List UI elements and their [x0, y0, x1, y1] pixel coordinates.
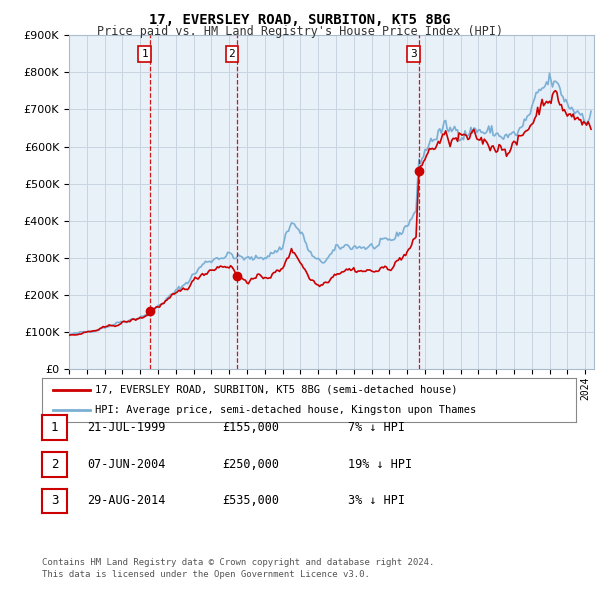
Text: 2: 2 [51, 458, 58, 471]
Text: 3% ↓ HPI: 3% ↓ HPI [348, 494, 405, 507]
Text: Contains HM Land Registry data © Crown copyright and database right 2024.: Contains HM Land Registry data © Crown c… [42, 558, 434, 567]
Text: 29-AUG-2014: 29-AUG-2014 [87, 494, 166, 507]
Text: 3: 3 [51, 494, 58, 507]
Text: Price paid vs. HM Land Registry's House Price Index (HPI): Price paid vs. HM Land Registry's House … [97, 25, 503, 38]
Text: £535,000: £535,000 [222, 494, 279, 507]
Text: 07-JUN-2004: 07-JUN-2004 [87, 458, 166, 471]
Text: 2: 2 [228, 49, 235, 59]
Text: 7% ↓ HPI: 7% ↓ HPI [348, 421, 405, 434]
Text: 17, EVERSLEY ROAD, SURBITON, KT5 8BG: 17, EVERSLEY ROAD, SURBITON, KT5 8BG [149, 13, 451, 27]
Text: This data is licensed under the Open Government Licence v3.0.: This data is licensed under the Open Gov… [42, 570, 370, 579]
Text: HPI: Average price, semi-detached house, Kingston upon Thames: HPI: Average price, semi-detached house,… [95, 405, 476, 415]
Text: 1: 1 [141, 49, 148, 59]
Text: 1: 1 [51, 421, 58, 434]
Text: £155,000: £155,000 [222, 421, 279, 434]
Text: 3: 3 [410, 49, 417, 59]
Text: 19% ↓ HPI: 19% ↓ HPI [348, 458, 412, 471]
Text: £250,000: £250,000 [222, 458, 279, 471]
Text: 21-JUL-1999: 21-JUL-1999 [87, 421, 166, 434]
Text: 17, EVERSLEY ROAD, SURBITON, KT5 8BG (semi-detached house): 17, EVERSLEY ROAD, SURBITON, KT5 8BG (se… [95, 385, 458, 395]
